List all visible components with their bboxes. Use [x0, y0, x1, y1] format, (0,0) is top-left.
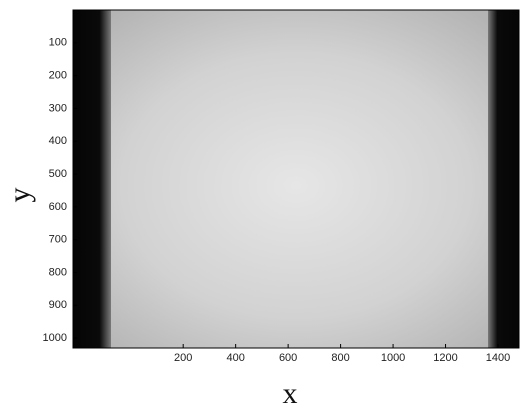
y-tick-label: 500	[49, 168, 67, 180]
y-tick-label: 700	[49, 234, 67, 246]
y-tick-label: 800	[49, 266, 67, 278]
x-tick-label: 800	[331, 352, 349, 364]
x-tick-label: 1200	[433, 352, 457, 364]
x-tick-label: 600	[279, 352, 297, 364]
y-tick-label: 600	[49, 201, 67, 213]
y-tick-label: 900	[49, 299, 67, 311]
y-tick-label: 1000	[43, 332, 67, 344]
x-axis-label: x	[283, 377, 298, 410]
image	[73, 10, 519, 348]
y-tick-label: 400	[49, 135, 67, 147]
chart: x y 200 400 600 800 1000 1200 1400 100 200 300 400…	[0, 0, 529, 412]
x-tick-label: 1400	[486, 352, 510, 364]
y-tick-label: 100	[49, 37, 67, 49]
x-tick-label: 200	[174, 352, 192, 364]
y-tick-label: 300	[49, 102, 67, 114]
x-tick-label: 400	[226, 352, 244, 364]
x-tick-label: 1000	[381, 352, 405, 364]
y-axis-label: y	[3, 188, 36, 203]
y-tick-label: 200	[49, 70, 67, 82]
